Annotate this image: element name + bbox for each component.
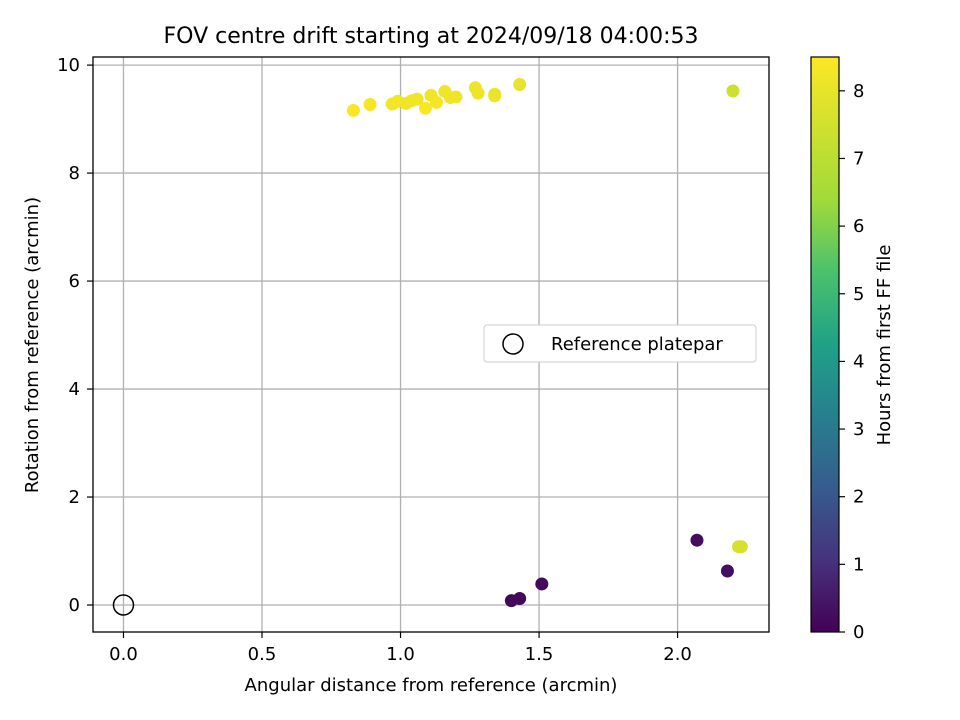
colorbar-tick-label: 5 xyxy=(853,284,864,305)
y-tick-label: 4 xyxy=(69,379,80,400)
reference-marker xyxy=(112,594,135,616)
y-tick-label: 2 xyxy=(69,487,80,508)
x-axis-label: Angular distance from reference (arcmin) xyxy=(245,675,618,696)
y-axis-label: Rotation from reference (arcmin) xyxy=(22,197,43,493)
y-tick-label: 8 xyxy=(69,163,80,184)
colorbar-tick-label: 3 xyxy=(853,419,864,440)
data-point xyxy=(488,87,502,101)
colorbar-tick-label: 4 xyxy=(853,351,864,372)
colorbar-tick-label: 6 xyxy=(853,216,864,237)
data-point xyxy=(410,92,424,106)
data-point xyxy=(430,95,444,109)
colorbar-tick-label: 8 xyxy=(853,81,864,102)
data-point xyxy=(449,90,463,104)
data-point xyxy=(418,101,432,115)
legend-label: Reference platepar xyxy=(551,334,723,355)
colorbar-tick-label: 0 xyxy=(853,622,864,643)
x-tick-label: 0.5 xyxy=(248,644,277,665)
colorbar-tick-label: 2 xyxy=(853,487,864,508)
data-points xyxy=(346,78,748,608)
x-tick-label: 1.5 xyxy=(525,644,554,665)
x-tick-label: 2.0 xyxy=(663,644,692,665)
data-point xyxy=(513,78,527,92)
y-axis-ticks: 0 2 4 6 8 10 xyxy=(57,55,93,616)
data-point xyxy=(720,564,734,578)
reference-marker-group xyxy=(112,594,135,616)
colorbar-ticks: 0 1 2 3 4 5 6 7 8 xyxy=(839,81,864,643)
colorbar-tick-label: 7 xyxy=(853,148,864,169)
legend-box xyxy=(483,324,757,363)
legend-reference-marker xyxy=(502,333,524,355)
y-tick-label: 10 xyxy=(57,55,80,76)
data-point xyxy=(346,103,360,117)
colorbar-label: Hours from first FF file xyxy=(874,245,895,446)
plot-frame xyxy=(92,56,770,633)
x-tick-label: 0.0 xyxy=(109,644,138,665)
y-tick-label: 0 xyxy=(69,595,80,616)
chart-title: FOV centre drift starting at 2024/09/18 … xyxy=(164,24,699,49)
x-tick-label: 1.0 xyxy=(386,644,415,665)
data-point xyxy=(690,533,704,547)
legend: Reference platepar xyxy=(483,324,757,363)
x-axis-ticks: 0.0 0.5 1.0 1.5 2.0 xyxy=(109,632,692,665)
colorbar xyxy=(810,56,840,633)
data-point xyxy=(535,577,549,591)
data-point xyxy=(471,86,485,100)
data-point xyxy=(726,84,740,98)
data-point xyxy=(734,540,748,554)
colorbar-tick-label: 1 xyxy=(853,554,864,575)
data-point xyxy=(363,98,377,112)
y-tick-label: 6 xyxy=(69,271,80,292)
data-point xyxy=(513,592,527,606)
